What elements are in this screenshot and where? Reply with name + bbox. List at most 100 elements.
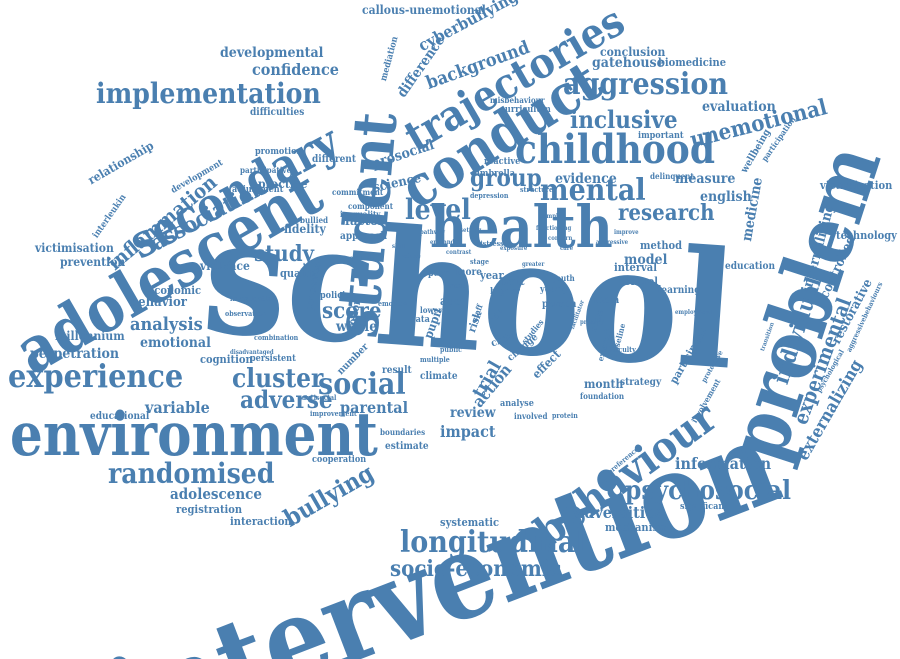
word: peer (428, 269, 449, 279)
word: trait (500, 275, 525, 288)
word: protein (552, 411, 578, 420)
word: involved (514, 411, 548, 421)
word: measure (675, 171, 736, 187)
word: adversities (575, 503, 663, 522)
word: confidence (252, 60, 339, 79)
word: concern (548, 235, 573, 242)
word: bullying (278, 458, 379, 533)
word: commitment (332, 187, 384, 197)
word: socio-economic (390, 556, 562, 582)
word: level (405, 193, 471, 226)
word: fidelity (284, 222, 326, 236)
word: attitude (350, 255, 375, 262)
word: research (618, 200, 715, 226)
word: analysis (130, 314, 203, 335)
word: developmental (220, 45, 324, 61)
word: reduce (400, 253, 421, 260)
word: year (480, 269, 504, 282)
word: registration (176, 503, 243, 516)
word: different (312, 154, 357, 165)
word: method (640, 239, 683, 252)
word: difficulties (250, 107, 305, 118)
word: educational (90, 411, 150, 422)
word: relationship (85, 138, 157, 188)
word: pathway (420, 229, 445, 236)
word: implementation (96, 77, 321, 110)
word: greater (522, 261, 545, 268)
word: health (430, 193, 613, 261)
word: exposure (500, 245, 528, 252)
word: cognition (200, 353, 253, 366)
word: mediation (379, 35, 401, 83)
word: aggressive (596, 239, 629, 246)
word: stage (470, 257, 489, 266)
word: employment (675, 309, 713, 316)
word: evidence (555, 171, 617, 187)
word: learning (658, 285, 701, 296)
word: lower (420, 305, 443, 315)
word: sample (540, 213, 562, 220)
word: disadvantaged (230, 349, 274, 356)
word: most (448, 281, 466, 290)
word: result (382, 365, 412, 376)
word: violence (200, 259, 250, 273)
word: group (470, 163, 542, 192)
word: age (440, 294, 462, 308)
word: antisocial (302, 393, 337, 402)
word: prevention (60, 255, 126, 269)
word: youth (552, 273, 575, 283)
word: care (560, 245, 574, 252)
word: england (430, 239, 455, 246)
word: interval (614, 261, 657, 274)
word: social (318, 367, 406, 402)
word: perpetration (30, 346, 120, 362)
word: parental (340, 398, 409, 417)
word: longitudinal (400, 525, 586, 560)
word: adverse (240, 385, 333, 414)
word: estimate (385, 441, 429, 452)
word: boundaries (380, 427, 426, 437)
word: climate (420, 371, 458, 382)
word: interaction (230, 515, 292, 528)
word: inequality (340, 209, 381, 219)
word: behavior (130, 295, 187, 310)
word: adjustment (232, 185, 284, 195)
word: experience (8, 357, 184, 395)
word: persistent (250, 354, 296, 364)
word: millennium (55, 329, 125, 343)
word: education (725, 261, 776, 272)
word: promotion (255, 147, 303, 157)
word: higher (490, 287, 520, 297)
word: emotion (378, 299, 407, 308)
word: depression (470, 191, 509, 200)
word: systematic (440, 516, 500, 529)
word: psychosocial (625, 476, 791, 506)
word: technology (836, 229, 897, 242)
word: delinquent (650, 171, 694, 181)
word: analyse (500, 399, 534, 409)
word: investigation (230, 294, 277, 303)
word: randomised (108, 457, 275, 490)
word: contrast (446, 249, 472, 256)
word: quality (280, 267, 319, 280)
word: policies (320, 291, 355, 301)
word: structure (520, 185, 554, 194)
word: meta (594, 295, 620, 306)
word: childhood (515, 126, 715, 173)
word: significant (680, 502, 728, 512)
word: reactive (484, 157, 521, 167)
word: adolescence (170, 485, 262, 503)
word: component (348, 201, 394, 211)
word: interleukin (91, 192, 129, 241)
word: strategy (620, 377, 662, 388)
word: economic (148, 284, 202, 297)
word: information (675, 454, 772, 473)
word: important (638, 131, 684, 141)
word: model (624, 252, 668, 268)
word: primary (580, 319, 604, 326)
word: cooperation (312, 455, 367, 465)
word: misbehaviour (490, 95, 545, 105)
word: distress (476, 239, 504, 248)
word: control (618, 275, 658, 288)
word: more (456, 267, 483, 278)
